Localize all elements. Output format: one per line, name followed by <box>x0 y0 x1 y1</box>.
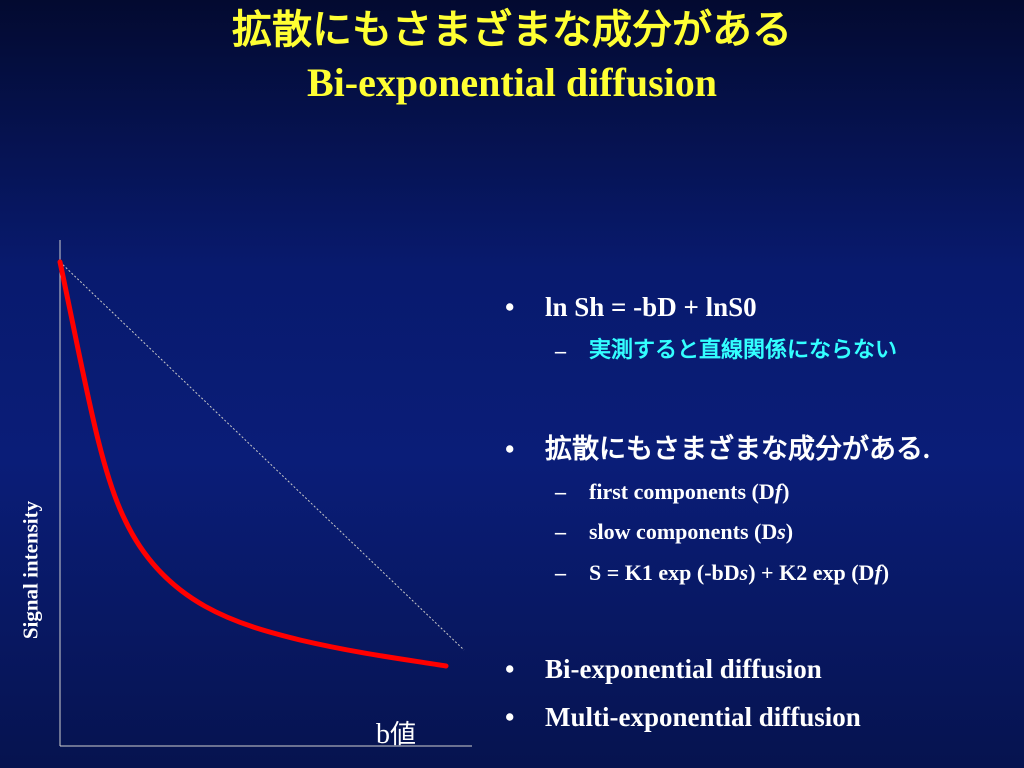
x-axis-label-value: 値 <box>390 720 417 750</box>
text-part: slow components (D <box>589 519 778 544</box>
mono-exponential-line <box>59 261 465 651</box>
text-italic: f <box>774 479 783 504</box>
slide-title: 拡散にもさまざまな成分がある Bi-exponential diffusion <box>0 2 1024 108</box>
bullet-text-trail: . <box>923 434 930 464</box>
bullet-text: Bi-exponential diffusion <box>545 654 822 684</box>
bullet-marker: • <box>505 702 515 732</box>
text-part: ) <box>881 560 890 585</box>
text-italic: s <box>739 560 749 585</box>
x-axis-label-b: b <box>376 719 390 750</box>
title-english: Bi-exponential diffusion <box>306 60 718 105</box>
sub-bullet-text: S = K1 exp (-bDs) + K2 exp (Df) <box>589 559 889 587</box>
diffusion-diagram <box>0 230 480 768</box>
bullet-text: Multi-exponential diffusion <box>545 702 861 732</box>
bullet-marker: • <box>505 654 515 684</box>
x-axis-label: b値 <box>376 714 416 751</box>
title-japanese: 拡散にもさまざまな成分がある <box>232 7 792 53</box>
sub-bullet-dash: – <box>555 519 566 544</box>
text-italic: f <box>874 560 882 585</box>
sub-bullet-text: slow components (Ds) <box>589 518 793 546</box>
bullet-text-jp: 拡散にもさまざまな成分がある <box>545 434 923 465</box>
text-part: ) + K2 exp (D <box>748 560 875 585</box>
bullet-text: ln Sh = -bD + lnS0 <box>545 292 757 322</box>
text-part: S = K1 exp (-bD <box>589 560 740 585</box>
y-axis-label: Signal intensity <box>18 500 43 640</box>
text-italic: s <box>777 519 786 544</box>
diagram-svg <box>57 240 472 747</box>
text-part: first components (D <box>589 479 775 504</box>
sub-bullet-dash: – <box>555 560 566 585</box>
sub-bullet-dash: – <box>555 479 566 504</box>
bullet-marker: • <box>505 434 515 464</box>
sub-bullet-text: first components (Df) <box>589 478 789 506</box>
sub-bullet-text: 実測すると直線関係にならない <box>589 338 898 363</box>
bullet-text: 拡散にもさまざまな成分がある. <box>545 432 930 467</box>
text-part: ) <box>782 479 790 504</box>
sub-bullet-dash: – <box>555 338 566 363</box>
bullet-marker: • <box>505 292 515 322</box>
text-part: ) <box>785 519 794 544</box>
bi-exponential-curve <box>57 259 449 669</box>
